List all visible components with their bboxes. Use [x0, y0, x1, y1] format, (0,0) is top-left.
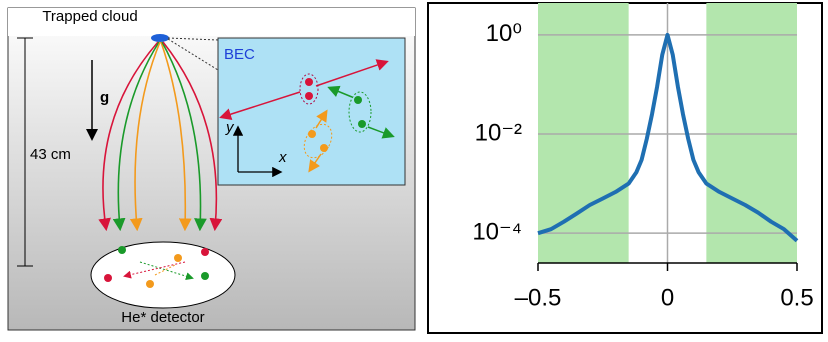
x-tick-label: 0.5 — [780, 284, 813, 311]
momentum-arrow — [367, 126, 395, 139]
momentum-arrow — [315, 59, 389, 87]
trajectories — [98, 41, 223, 232]
atom — [320, 144, 328, 152]
shaded-region — [706, 3, 797, 263]
pair-link — [139, 261, 194, 281]
momentum-arrow — [327, 85, 353, 98]
source-label: Trapped cloud — [42, 8, 137, 25]
trajectory — [160, 41, 192, 232]
y-tick-label: 10⁰ — [486, 20, 522, 47]
atom — [104, 274, 112, 282]
atom — [201, 272, 209, 280]
trajectory — [98, 41, 159, 232]
momentum-arrow — [308, 153, 322, 173]
detector — [90, 241, 236, 309]
y-tick-label: 10⁻⁴ — [472, 219, 522, 246]
y-tick-label: 10⁻² — [475, 119, 522, 146]
atom — [305, 92, 313, 100]
diagram: Trapped cloud 43 cm g He* detector BEC — [7, 7, 416, 331]
pair-ellipse — [303, 123, 333, 159]
zoom-line — [167, 37, 219, 41]
shaded-region — [538, 3, 629, 263]
trajectory — [129, 41, 161, 232]
chart: 10⁻⁴ 10⁻² 10⁰ –0.5 0 0.5 — [427, 2, 823, 334]
trajectory — [161, 41, 207, 232]
height-label: 43 cm — [30, 146, 71, 163]
line — [537, 32, 799, 243]
trajectory — [162, 41, 223, 232]
atom — [308, 130, 316, 138]
pair-ellipse — [348, 91, 372, 133]
axis-x-label: x — [278, 149, 287, 166]
pair-ellipse — [299, 73, 319, 105]
top-band — [8, 8, 415, 36]
momentum-arrow — [315, 109, 328, 129]
zoom-line — [167, 38, 219, 71]
atom — [354, 96, 362, 104]
atom — [146, 280, 154, 288]
gravity-label: g — [100, 89, 109, 106]
x-tick-label: 0 — [661, 284, 674, 311]
x-tick-label: –0.5 — [515, 284, 562, 311]
axis-y-label: y — [225, 119, 235, 136]
atom — [174, 254, 182, 262]
trajectory — [112, 41, 160, 232]
atom — [201, 248, 209, 256]
detector-label: He* detector — [121, 309, 204, 326]
atom — [358, 120, 366, 128]
atom — [118, 246, 126, 254]
inset-label: BEC — [224, 46, 255, 63]
cloud — [151, 34, 169, 42]
momentum-arrow — [219, 91, 301, 120]
atom — [305, 78, 313, 86]
